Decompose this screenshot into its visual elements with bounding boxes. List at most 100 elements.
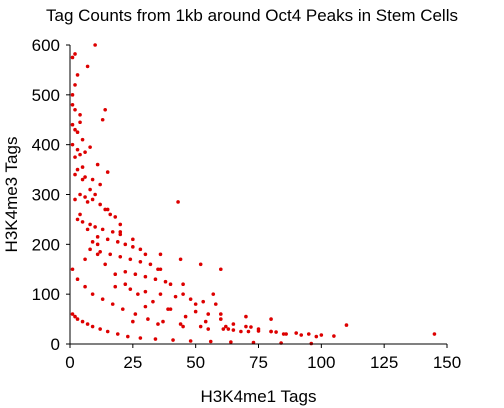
data-point: [168, 282, 173, 287]
data-point: [78, 192, 82, 197]
data-point: [95, 162, 100, 167]
data-point: [136, 292, 140, 296]
data-point: [314, 334, 319, 339]
data-point: [131, 319, 135, 324]
y-tick-label: 500: [32, 86, 60, 105]
data-point: [256, 327, 261, 331]
data-point: [90, 177, 95, 182]
data-point: [110, 302, 115, 306]
data-point: [95, 252, 100, 257]
data-point: [138, 336, 143, 340]
data-point: [78, 120, 82, 125]
data-point: [128, 257, 133, 262]
data-point: [70, 267, 75, 272]
data-point: [211, 292, 216, 296]
x-axis-label: H3K4me1 Tags: [201, 387, 317, 406]
data-point: [115, 240, 120, 244]
data-point: [78, 112, 82, 117]
data-points: [70, 43, 437, 346]
data-point: [319, 333, 324, 337]
data-point: [131, 245, 135, 249]
x-tick-label: 0: [65, 353, 74, 372]
data-point: [181, 292, 185, 296]
data-point: [432, 332, 437, 336]
data-point: [88, 187, 92, 192]
data-point: [156, 267, 160, 272]
data-point: [85, 200, 90, 204]
data-point: [73, 314, 77, 319]
data-point: [284, 332, 288, 336]
data-point: [161, 319, 165, 324]
data-point: [103, 107, 107, 112]
data-point: [85, 227, 90, 232]
data-point: [249, 325, 253, 329]
data-point: [108, 212, 113, 217]
data-point: [221, 327, 226, 331]
data-point: [113, 215, 118, 219]
data-point: [93, 225, 97, 229]
data-point: [332, 334, 336, 338]
data-point: [73, 172, 77, 177]
data-point: [120, 307, 125, 311]
data-point: [83, 150, 87, 154]
data-point: [105, 207, 110, 212]
data-point: [70, 103, 75, 107]
data-point: [73, 52, 77, 56]
data-point: [93, 43, 97, 47]
data-point: [83, 175, 87, 179]
data-point: [100, 227, 105, 232]
data-point: [206, 312, 211, 316]
data-point: [224, 324, 228, 329]
y-tick-label: 400: [32, 136, 60, 155]
data-point: [213, 302, 218, 306]
data-point: [239, 329, 243, 334]
data-point: [80, 319, 85, 324]
data-point: [90, 197, 95, 202]
data-point: [75, 217, 80, 222]
data-point: [98, 250, 102, 254]
data-point: [269, 317, 273, 321]
data-point: [73, 197, 77, 202]
data-point: [138, 247, 143, 252]
data-point: [75, 73, 80, 77]
data-point: [126, 334, 130, 339]
y-axis-label: H3K4me3 Tags: [2, 137, 21, 253]
data-point: [158, 292, 163, 296]
data-point: [80, 220, 85, 224]
data-point: [75, 167, 80, 172]
x-tick-label: 100: [307, 353, 335, 372]
y-tick-label: 300: [32, 186, 60, 205]
data-point: [281, 332, 286, 336]
data-point: [123, 282, 128, 287]
data-point: [73, 107, 77, 112]
data-point: [198, 324, 203, 329]
data-point: [251, 340, 256, 345]
data-point: [88, 145, 92, 149]
data-point: [75, 130, 80, 135]
data-point: [203, 319, 208, 324]
data-point: [181, 282, 185, 287]
data-point: [113, 272, 118, 277]
data-point: [70, 122, 75, 127]
data-point: [88, 247, 92, 252]
data-point: [85, 64, 90, 69]
data-point: [226, 327, 231, 331]
data-point: [103, 207, 107, 212]
data-point: [88, 222, 92, 227]
data-point: [75, 317, 80, 321]
data-point: [98, 202, 102, 207]
data-point: [80, 177, 85, 182]
data-point: [151, 299, 155, 304]
data-point: [229, 340, 233, 344]
x-tick-label: 75: [249, 353, 268, 372]
data-point: [118, 222, 123, 227]
data-point: [73, 127, 77, 132]
data-point: [178, 257, 183, 262]
data-point: [148, 262, 153, 267]
data-point: [133, 312, 138, 316]
data-point: [294, 331, 299, 335]
data-point: [123, 242, 128, 247]
data-point: [83, 284, 87, 289]
y-tick-label: 600: [32, 36, 60, 55]
